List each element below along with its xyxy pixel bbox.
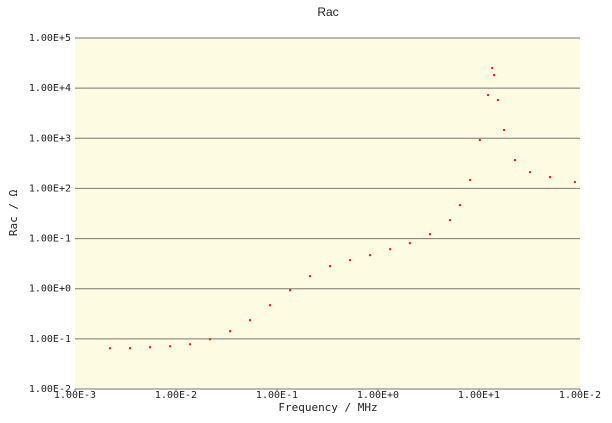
plot-area [75, 38, 580, 389]
data-point [108, 347, 112, 350]
data-point [486, 93, 490, 97]
data-point [288, 289, 292, 292]
data-point [368, 253, 372, 257]
data-point [513, 158, 517, 162]
data-point [328, 265, 332, 268]
data-point [188, 343, 192, 346]
y-tick-label: 1.00E-1 [29, 234, 71, 245]
data-point [478, 138, 482, 142]
data-point [502, 128, 506, 132]
data-point [248, 319, 252, 322]
data-point [228, 330, 232, 333]
x-tick-label: 1.00E-2 [559, 390, 601, 401]
data-point [548, 175, 552, 179]
chart-title: Rac [317, 5, 338, 19]
y-tick-label: 1.00E+2 [29, 183, 71, 194]
y-tick-label: 1.00E+3 [29, 133, 71, 144]
x-tick-label: 1.00E-1 [256, 390, 298, 401]
data-point [348, 258, 352, 262]
data-point [268, 304, 272, 307]
y-tick-label: 1.00E+4 [29, 83, 71, 94]
data-point [428, 233, 432, 236]
data-point [528, 170, 532, 174]
data-point [496, 98, 500, 102]
y-tick-label: 1.00E-1 [29, 334, 71, 345]
data-point [408, 241, 412, 245]
x-tick-label: 1.00E+1 [458, 390, 500, 401]
data-point [490, 66, 494, 70]
data-point [208, 338, 212, 341]
x-tick-label: 1.00E+0 [357, 390, 399, 401]
x-axis-title: Frequency / MHz [278, 401, 377, 414]
y-tick-label: 1.00E-2 [29, 384, 71, 395]
data-point [308, 274, 312, 278]
data-point [573, 180, 577, 184]
data-point [492, 73, 496, 77]
data-point [468, 178, 472, 182]
y-tick-label: 1.00E+5 [29, 33, 71, 44]
data-point [448, 218, 452, 222]
data-point [148, 346, 152, 349]
data-point [458, 203, 462, 207]
data-point [128, 347, 132, 350]
x-tick-label: 1.00E-3 [54, 390, 96, 401]
data-point [168, 345, 172, 348]
data-point [388, 247, 392, 251]
y-axis-title: Rac / Ω [7, 189, 20, 236]
x-tick-label: 1.00E-2 [155, 390, 197, 401]
y-tick-label: 1.00E+0 [29, 284, 71, 295]
